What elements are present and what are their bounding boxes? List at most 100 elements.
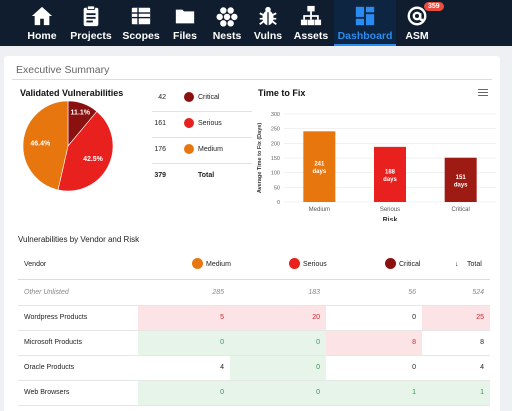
legend-row-critical[interactable]: 42 Critical bbox=[152, 90, 252, 112]
nav-label: Projects bbox=[70, 30, 112, 42]
header-critical[interactable]: Critical bbox=[385, 250, 445, 280]
x-tick-label: Serious bbox=[380, 207, 400, 213]
bar-data-label: days bbox=[454, 182, 468, 188]
critical-dot-icon bbox=[385, 258, 396, 269]
table-title: Vulnerabilities by Vendor and Risk bbox=[18, 235, 140, 244]
y-tick-label: 200 bbox=[271, 141, 280, 147]
nav-files[interactable]: Files bbox=[166, 0, 204, 46]
legend-row-serious[interactable]: 161 Serious bbox=[152, 116, 252, 138]
pie-slice-medium bbox=[22, 100, 69, 191]
y-tick-label: 300 bbox=[271, 112, 280, 118]
serious-cell: 0 bbox=[230, 356, 326, 380]
nav-vulns[interactable]: Vulns bbox=[250, 0, 286, 46]
card-title: Executive Summary bbox=[16, 64, 110, 76]
header-label: Total bbox=[467, 261, 482, 268]
y-axis-title: Average Time to Fix (Days) bbox=[257, 123, 263, 193]
vendor-cell: Other Unlisted bbox=[24, 289, 69, 296]
nav-label: Scopes bbox=[122, 30, 160, 42]
hexagons-icon bbox=[216, 7, 238, 27]
nav-nests[interactable]: Nests bbox=[208, 0, 246, 46]
bar-data-label: 188 bbox=[385, 169, 396, 175]
table-row[interactable]: Web Browsers 0 0 1 1 bbox=[18, 381, 490, 406]
home-icon bbox=[31, 6, 53, 26]
x-tick-label: Medium bbox=[309, 207, 330, 213]
y-tick-label: 150 bbox=[271, 156, 280, 162]
divider bbox=[12, 79, 492, 80]
pie-slice-label: 11.1% bbox=[71, 110, 91, 117]
folder-icon bbox=[175, 9, 195, 24]
total-cell: 524 bbox=[472, 289, 484, 296]
nav-asm[interactable]: 359 ASM bbox=[400, 0, 444, 46]
vendor-cell: Microsoft Products bbox=[24, 339, 82, 346]
nav-label: Vulns bbox=[253, 30, 283, 42]
nav-label: Assets bbox=[293, 30, 329, 42]
y-tick-label: 250 bbox=[271, 127, 280, 133]
serious-cell: 0 bbox=[230, 381, 326, 405]
serious-cell: 20 bbox=[230, 306, 326, 330]
pie-chart-title: Validated Vulnerabilities bbox=[20, 88, 124, 98]
bar-data-label: days bbox=[383, 177, 397, 183]
divider bbox=[152, 111, 252, 112]
legend-row-medium[interactable]: 176 Medium bbox=[152, 142, 252, 164]
total-cell: 1 bbox=[422, 381, 490, 405]
legend-name: Medium bbox=[198, 146, 223, 153]
serious-dot-icon bbox=[289, 258, 300, 269]
bar-data-label: days bbox=[312, 169, 326, 175]
nav-assets[interactable]: Assets bbox=[290, 0, 332, 46]
medium-cell: 4 bbox=[220, 364, 224, 371]
legend-count: 161 bbox=[154, 120, 166, 127]
table-row[interactable]: Wordpress Products 5 20 0 25 bbox=[18, 306, 490, 331]
table-row[interactable]: Other Unlisted 285 183 56 524 bbox=[18, 281, 490, 306]
x-tick-label: Critical bbox=[451, 207, 469, 213]
dashboard-icon bbox=[355, 6, 375, 26]
x-axis-title: Risk bbox=[383, 217, 398, 221]
nav-dashboard[interactable]: Dashboard bbox=[334, 0, 396, 46]
header-serious[interactable]: Serious bbox=[289, 250, 349, 280]
sort-arrow-down-icon: ↓ bbox=[455, 261, 459, 268]
nav-projects[interactable]: Projects bbox=[66, 0, 116, 46]
divider bbox=[152, 163, 252, 164]
nav-label: ASM bbox=[405, 30, 429, 42]
bar-data-label: 151 bbox=[456, 175, 467, 181]
divider bbox=[152, 137, 252, 138]
pie-chart: 11.1% 42.5% 46.4% bbox=[22, 100, 114, 192]
nav-scopes[interactable]: Scopes bbox=[118, 0, 164, 46]
vendor-cell: Wordpress Products bbox=[24, 314, 88, 321]
legend-total-count: 379 bbox=[154, 172, 166, 179]
pie-slice-label: 42.5% bbox=[83, 156, 104, 163]
medium-dot-icon bbox=[184, 144, 194, 154]
critical-cell: 8 bbox=[326, 331, 422, 355]
pie-slice-serious bbox=[57, 111, 114, 192]
legend-row-total: 379 Total bbox=[152, 168, 252, 184]
critical-cell: 0 bbox=[412, 364, 416, 371]
nav-label: Files bbox=[173, 30, 197, 42]
legend-name: Critical bbox=[198, 94, 220, 101]
nav-label: Home bbox=[27, 30, 57, 42]
table-row[interactable]: Microsoft Products 0 0 8 8 bbox=[18, 331, 490, 356]
critical-cell: 1 bbox=[326, 381, 422, 405]
header-label: Serious bbox=[303, 261, 327, 268]
header-label: Critical bbox=[399, 261, 421, 268]
list-icon bbox=[131, 7, 151, 25]
total-cell: 8 bbox=[480, 339, 484, 346]
table-row[interactable]: Oracle Products 4 0 0 4 bbox=[18, 356, 490, 381]
serious-cell: 0 bbox=[230, 331, 326, 355]
legend-count: 42 bbox=[158, 94, 166, 101]
medium-cell: 5 bbox=[138, 306, 230, 330]
bar-data-label: 241 bbox=[314, 162, 325, 168]
total-cell: 4 bbox=[480, 364, 484, 371]
critical-cell: 56 bbox=[408, 289, 416, 296]
bar-critical bbox=[444, 157, 477, 202]
y-tick-label: 100 bbox=[271, 171, 280, 177]
bug-icon bbox=[259, 6, 277, 26]
nav-home[interactable]: Home bbox=[20, 0, 64, 46]
header-total[interactable]: ↓ Total bbox=[455, 250, 490, 280]
y-tick-label: 50 bbox=[274, 185, 280, 191]
bar-chart-title: Time to Fix bbox=[258, 88, 306, 98]
chart-menu-icon[interactable] bbox=[478, 89, 488, 97]
medium-cell: 0 bbox=[138, 331, 230, 355]
sitemap-icon bbox=[300, 5, 322, 26]
header-vendor[interactable]: Vendor bbox=[24, 250, 84, 280]
critical-dot-icon bbox=[184, 92, 194, 102]
header-medium[interactable]: Medium bbox=[192, 250, 252, 280]
